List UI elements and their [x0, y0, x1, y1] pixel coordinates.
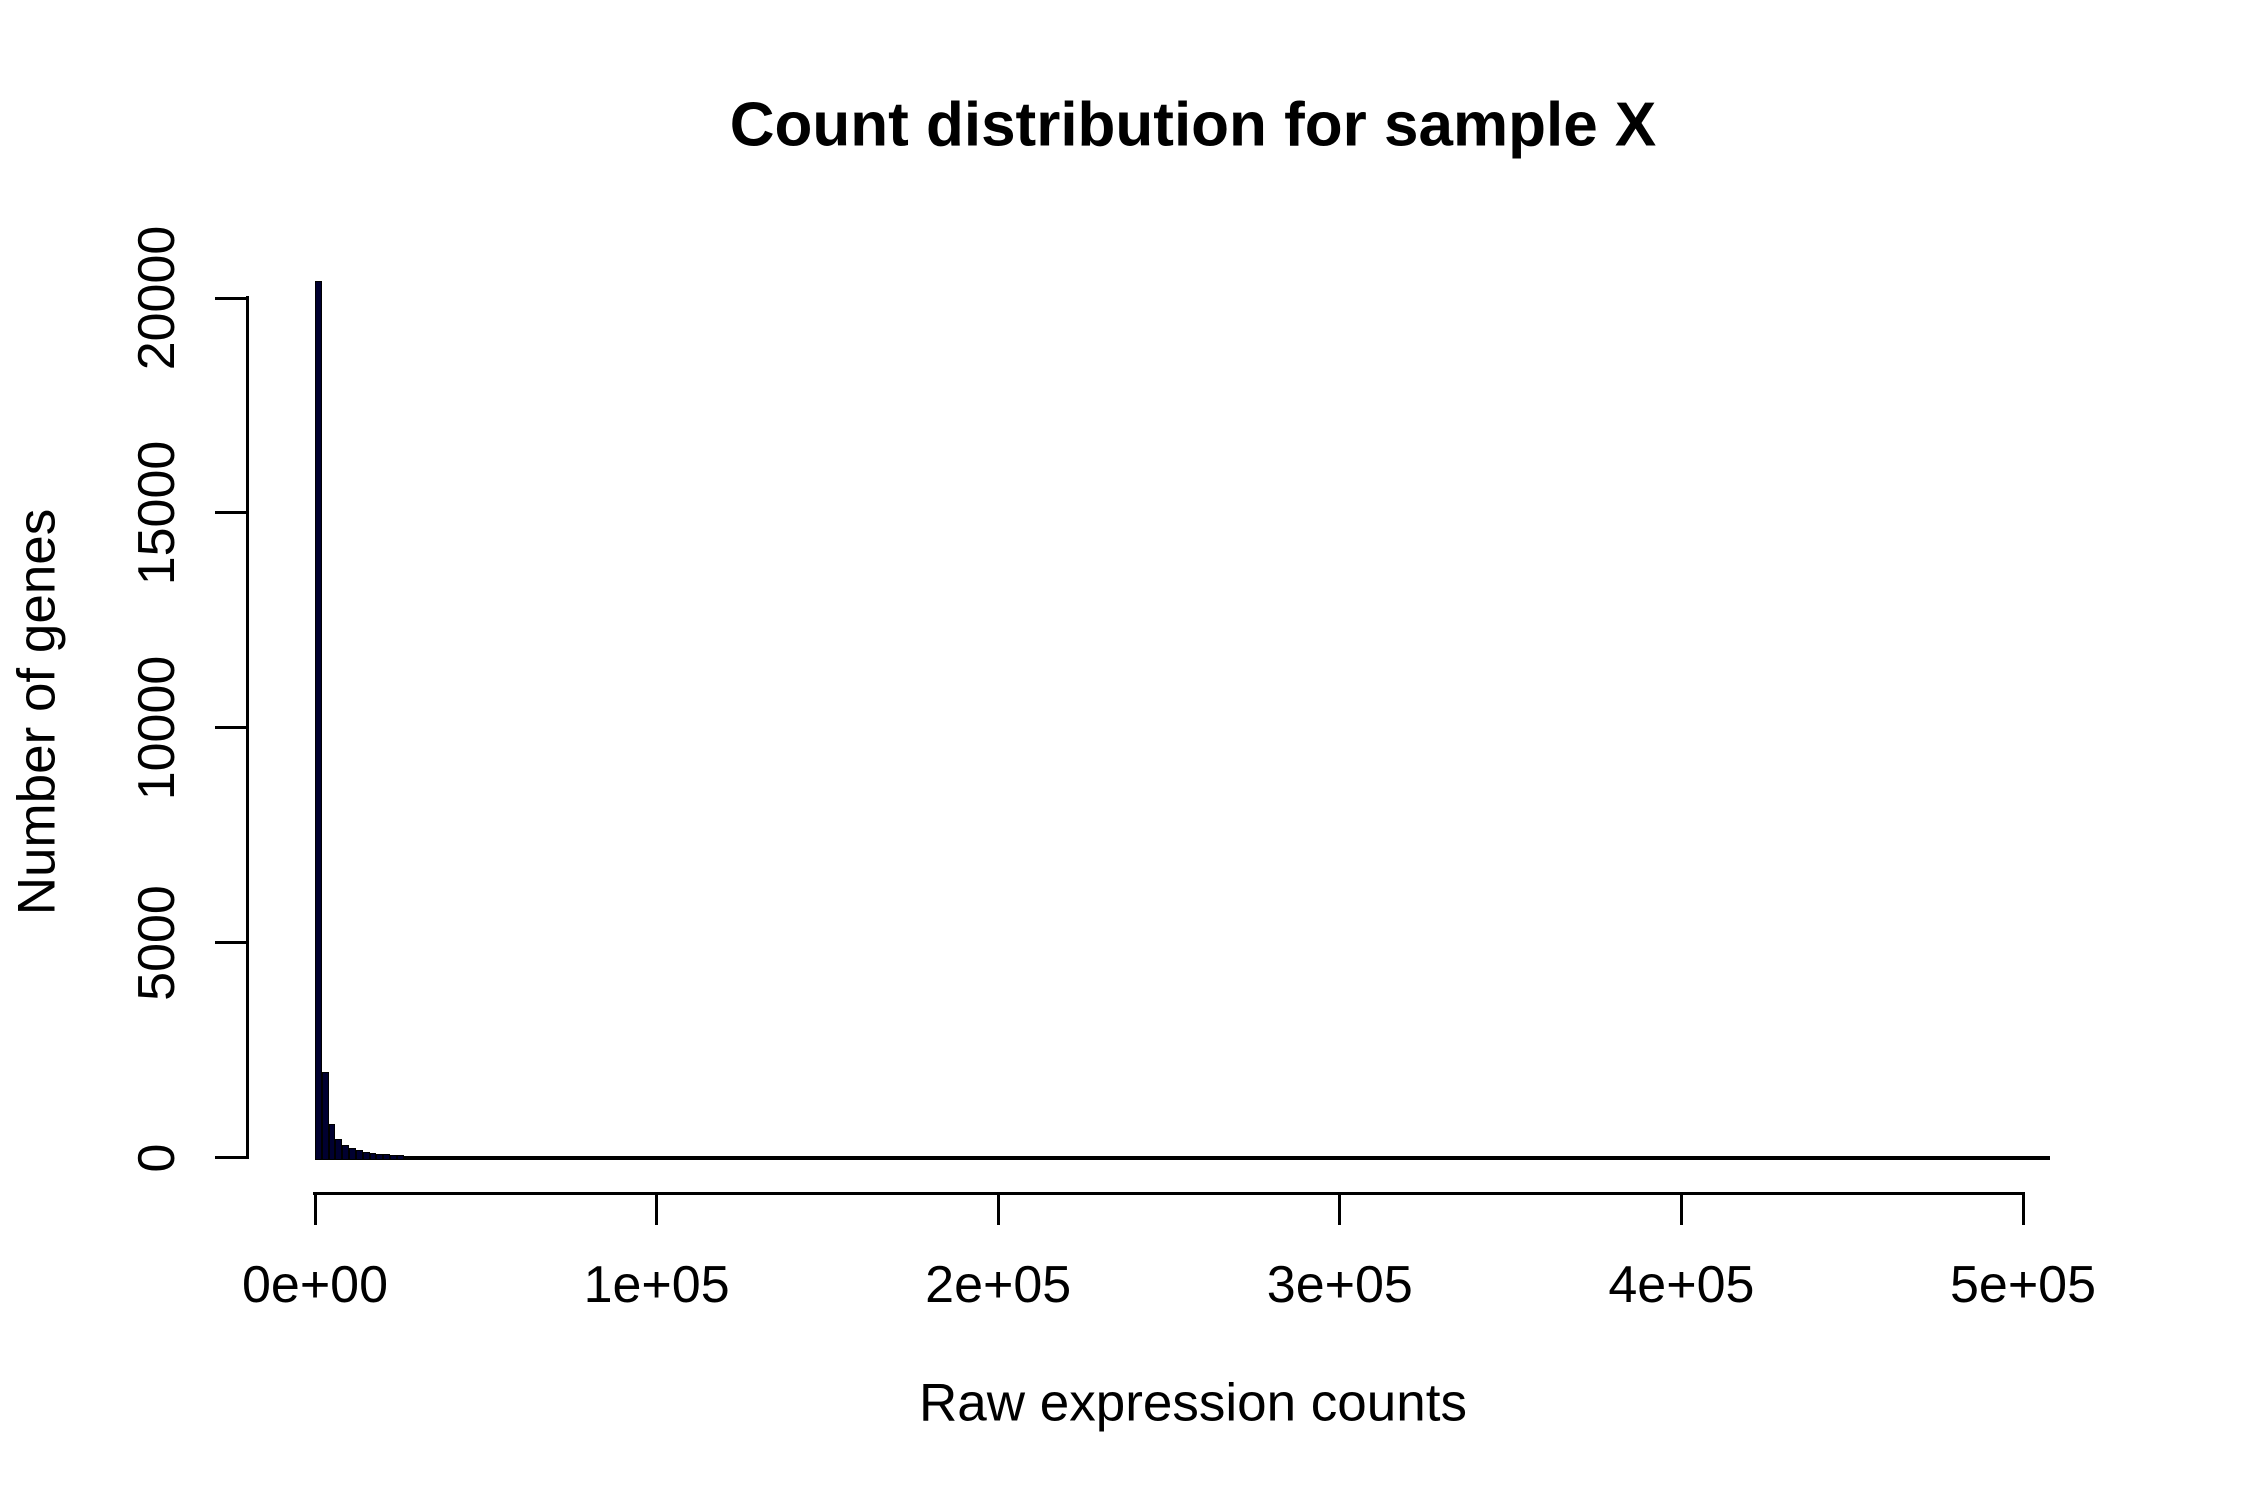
- y-tick: [215, 726, 246, 730]
- x-axis-line: [313, 1192, 2025, 1195]
- chart-title: Count distribution for sample X: [729, 90, 1657, 160]
- histogram-tail-baseline: [315, 1156, 2051, 1160]
- x-tick: [655, 1194, 659, 1225]
- histogram-bar: [355, 1150, 363, 1160]
- x-tick: [996, 1194, 1000, 1225]
- x-tick-label: 2e+05: [925, 1256, 1072, 1314]
- x-tick: [2021, 1194, 2025, 1225]
- x-axis-label: Raw expression counts: [919, 1373, 1467, 1433]
- histogram-bar: [321, 1072, 329, 1160]
- histogram-bar: [369, 1152, 377, 1160]
- y-tick: [215, 511, 246, 515]
- histogram-bar: [328, 1123, 336, 1160]
- histogram-bar: [342, 1145, 350, 1160]
- y-axis-line: [246, 296, 249, 1159]
- histogram-bar: [383, 1154, 391, 1160]
- y-tick-label: 10000: [128, 655, 186, 801]
- x-tick-label: 0e+00: [241, 1256, 389, 1314]
- histogram-bar: [362, 1151, 370, 1160]
- histogram-bar: [390, 1154, 397, 1160]
- y-tick: [215, 296, 246, 300]
- x-tick-label: 3e+05: [1266, 1256, 1413, 1314]
- y-tick-label: 20000: [128, 225, 186, 371]
- x-tick: [1679, 1194, 1683, 1225]
- x-tick: [313, 1194, 317, 1225]
- y-axis-label: Number of genes: [7, 508, 67, 916]
- x-tick-label: 5e+05: [1949, 1256, 2097, 1314]
- x-tick-label: 4e+05: [1608, 1256, 1755, 1314]
- x-tick: [1338, 1194, 1342, 1225]
- histogram-bar: [335, 1139, 343, 1160]
- histogram-bar: [376, 1153, 384, 1160]
- y-tick: [215, 941, 246, 945]
- histogram-bar: [349, 1148, 356, 1160]
- y-tick-label: 0: [128, 1143, 186, 1172]
- histogram-bar: [396, 1155, 404, 1160]
- y-tick: [215, 1156, 246, 1159]
- x-tick-label: 1e+05: [583, 1256, 730, 1314]
- y-tick-label: 5000: [128, 884, 186, 1001]
- y-tick-label: 15000: [128, 440, 186, 586]
- histogram-bar: [315, 280, 322, 1160]
